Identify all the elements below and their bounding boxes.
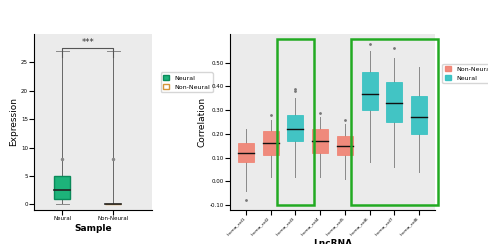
Bar <box>350 39 437 205</box>
Legend: Non-Neural, Neural: Non-Neural, Neural <box>442 64 488 83</box>
Bar <box>311 129 327 153</box>
Bar <box>54 176 70 199</box>
Bar <box>262 132 278 155</box>
Bar <box>386 82 402 122</box>
Bar <box>336 136 352 155</box>
X-axis label: LncRNA: LncRNA <box>312 239 351 244</box>
Bar <box>276 39 313 205</box>
Bar <box>237 143 253 162</box>
Text: ***: *** <box>81 38 94 47</box>
Bar <box>361 72 377 110</box>
Y-axis label: Correlation: Correlation <box>197 97 206 147</box>
Bar <box>105 203 121 204</box>
X-axis label: Sample: Sample <box>74 224 111 233</box>
Y-axis label: Expression: Expression <box>9 98 18 146</box>
Bar <box>410 96 427 134</box>
Legend: Neural, Non-Neural: Neural, Non-Neural <box>160 72 212 92</box>
Bar <box>287 115 303 141</box>
